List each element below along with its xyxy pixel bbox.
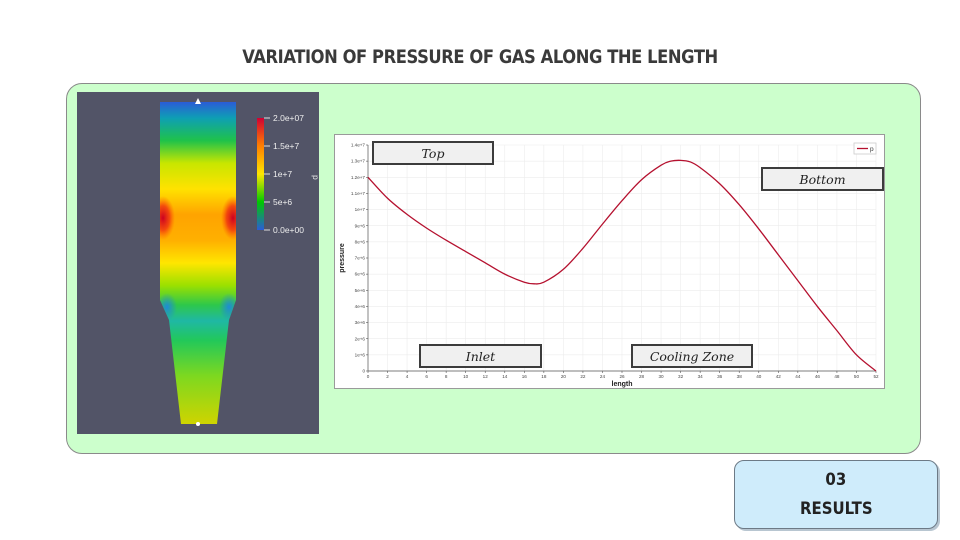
y-tick-label: 1.2e+7 <box>351 175 366 180</box>
colorbar-variable: p <box>311 175 319 180</box>
y-tick-label: 0 <box>362 369 365 374</box>
y-tick-label: 9e+6 <box>355 223 366 228</box>
x-tick-label: 26 <box>619 374 625 379</box>
y-tick-label: 1.3e+7 <box>351 159 366 164</box>
x-tick-label: 0 <box>367 374 370 379</box>
y-axis-label: pressure <box>339 243 346 273</box>
y-tick-label: 4e+6 <box>355 304 366 309</box>
colorbar-label-1: 1.5e+7 <box>273 141 300 151</box>
annotation-inlet: Inlet <box>419 344 542 368</box>
colorbar-label-2: 1e+7 <box>273 169 292 179</box>
y-tick-label: 3e+6 <box>355 320 366 325</box>
x-axis-label: length <box>612 381 633 388</box>
x-tick-label: 22 <box>580 374 586 379</box>
section-number: 03 <box>825 469 847 490</box>
y-tick-label: 2e+6 <box>355 336 366 341</box>
annotation-cooling-zone: Cooling Zone <box>631 344 753 368</box>
x-tick-label: 40 <box>756 374 762 379</box>
y-tick-label: 1e+7 <box>355 207 366 212</box>
x-tick-label: 16 <box>522 374 528 379</box>
y-tick-label: 1.4e+7 <box>351 143 366 148</box>
legend: p <box>853 142 877 155</box>
x-tick-label: 36 <box>717 374 723 379</box>
y-tick-label: 5e+6 <box>355 288 366 293</box>
colorbar <box>257 118 264 230</box>
x-tick-label: 50 <box>854 374 860 379</box>
reactor-body <box>160 102 236 424</box>
x-tick-label: 30 <box>659 374 665 379</box>
x-tick-label: 14 <box>502 374 508 379</box>
section-badge: 03 RESULTS <box>734 460 938 529</box>
x-tick-label: 6 <box>425 374 428 379</box>
x-tick-label: 32 <box>678 374 684 379</box>
annotation-top: Top <box>372 141 494 165</box>
colorbar-label-4: 0.0e+00 <box>273 225 304 235</box>
x-tick-label: 24 <box>600 374 606 379</box>
pressure-contour-view: 2.0e+07 1.5e+7 1e+7 5e+6 0.0e+00 p <box>77 92 319 434</box>
x-tick-label: 52 <box>873 374 879 379</box>
section-label: RESULTS <box>799 498 873 519</box>
y-tick-label: 6e+6 <box>355 272 366 277</box>
x-tick-label: 28 <box>639 374 645 379</box>
x-tick-label: 42 <box>776 374 782 379</box>
x-tick-label: 34 <box>698 374 704 379</box>
x-tick-label: 10 <box>463 374 469 379</box>
y-tick-label: 1.1e+7 <box>351 191 366 196</box>
x-tick-label: 20 <box>561 374 567 379</box>
slide-title: VARIATION OF PRESSURE OF GAS ALONG THE L… <box>242 46 718 68</box>
y-tick-label: 8e+6 <box>355 239 366 244</box>
x-tick-label: 44 <box>795 374 801 379</box>
y-tick-label: 1e+6 <box>355 352 366 357</box>
pressure-line <box>367 159 877 372</box>
x-tick-label: 4 <box>406 374 409 379</box>
legend-label: p <box>870 146 874 153</box>
x-tick-label: 46 <box>815 374 821 379</box>
colorbar-label-3: 5e+6 <box>273 197 292 207</box>
x-tick-label: 8 <box>445 374 448 379</box>
colorbar-label-0: 2.0e+07 <box>273 113 304 123</box>
annotation-bottom: Bottom <box>761 167 884 191</box>
x-tick-label: 38 <box>737 374 743 379</box>
y-tick-label: 7e+6 <box>355 256 366 261</box>
x-tick-label: 12 <box>483 374 489 379</box>
x-tick-label: 18 <box>541 374 547 379</box>
x-tick-label: 48 <box>834 374 840 379</box>
x-tick-label: 2 <box>386 374 389 379</box>
